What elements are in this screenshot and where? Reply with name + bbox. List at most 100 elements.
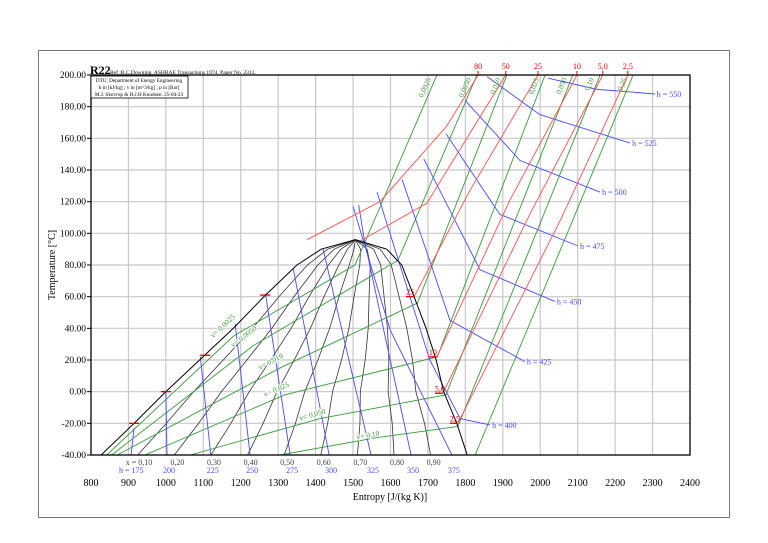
y-tick-label: 20.00: [65, 356, 87, 366]
quality-label: 0,30: [207, 458, 221, 467]
isobar-top-label: 10: [573, 62, 581, 71]
quality-line: [137, 239, 356, 455]
y-tick-label: -20.00: [61, 419, 86, 429]
isenthalp-line: [464, 100, 601, 193]
isenthalp-line: [358, 204, 412, 455]
x-tick-label: 1100: [193, 478, 213, 489]
isochore-dome-label: v= 0,025: [262, 380, 290, 399]
isobar-sat-label: 5,0: [435, 384, 445, 393]
isenthalp-line: [423, 158, 556, 302]
quality-line: [355, 239, 432, 455]
x-tick-label: 1200: [231, 478, 251, 489]
quality-label: 0,40: [244, 458, 258, 467]
quality-label: 0,50: [280, 458, 294, 467]
isochore-dome-label: v= 0,010: [257, 351, 285, 372]
isobar-sat-label: 25: [406, 288, 414, 297]
isenthalp-line: [548, 77, 655, 95]
y-axis-label: Temperature [°C]: [47, 230, 58, 300]
y-tick-label: 180.00: [60, 103, 86, 113]
y-tick-label: -40.00: [61, 451, 86, 461]
x-tick-label: 800: [84, 478, 99, 489]
quality-label: 0,20: [170, 458, 184, 467]
quality-label: 0,70: [353, 458, 367, 467]
isobar-top-label: 5,0: [598, 62, 608, 71]
isenthalp-label: h = 475: [580, 242, 605, 251]
isenthalp-label: h = 450: [557, 297, 582, 306]
isochore-top-label: 0,050: [554, 76, 569, 95]
isobar-sat-label: 2,5: [450, 414, 460, 423]
isochore-line: [111, 75, 478, 455]
isochore-line: [106, 75, 438, 455]
isochore-line: [116, 75, 508, 455]
isenthalp-line: [352, 206, 453, 455]
y-tick-label: 40.00: [65, 324, 87, 334]
plot-lines: [100, 75, 655, 455]
isenthalp-label: h = 400: [492, 421, 517, 430]
isenthalp-line: [486, 76, 631, 144]
isochore-top-label: 0,0025: [416, 76, 433, 99]
quality-line: [247, 239, 356, 455]
x-tick-label: 2100: [568, 478, 588, 489]
isenthalp-line: [130, 428, 135, 455]
y-tick-label: 0.00: [69, 388, 86, 398]
info-box-line: M.J. Skovrup & H.J.H Knudsen. 25-04-23: [95, 92, 184, 98]
quality-line: [320, 239, 361, 455]
quality-label: 0,60: [317, 458, 331, 467]
isenthalp-bottom-label: 325: [367, 466, 379, 475]
isobar-top-label: 2,5: [623, 62, 633, 71]
isenthalp-line: [165, 391, 168, 455]
x-tick-label: 1400: [306, 478, 326, 489]
quality-line: [355, 239, 371, 455]
isochore-line: [190, 75, 574, 455]
x-tick-label: 2400: [680, 478, 700, 489]
x-tick-label: 1800: [455, 478, 475, 489]
x-tick-label: 1500: [343, 478, 363, 489]
quality-label: x = 0,10: [126, 458, 153, 467]
isenthalp-line: [234, 323, 251, 455]
isobar-line: [413, 75, 539, 297]
saturation-dome: [100, 239, 468, 455]
isobar-line: [457, 75, 629, 424]
isenthalp-label: h = 425: [527, 358, 552, 367]
isenthalp-line: [401, 179, 526, 362]
isenthalp-bottom-label: 350: [407, 466, 419, 475]
x-tick-label: 1000: [156, 478, 176, 489]
reference-text: Ref :R.C.Downing. ASHRAE Transactions 19…: [110, 69, 257, 76]
isenthalp-label: h = 550: [657, 90, 682, 99]
x-tick-label: 900: [121, 478, 136, 489]
page-frame: [38, 50, 730, 518]
isobar-top-label: 25: [534, 62, 542, 71]
x-tick-label: 2300: [643, 478, 663, 489]
isenthalp-bottom-label: 200: [163, 466, 175, 475]
quality-label: 0,90: [427, 458, 441, 467]
isochore-top-label: 0,025: [527, 76, 542, 95]
x-tick-label: 2200: [605, 478, 625, 489]
quality-line: [355, 239, 395, 455]
x-axis-label: Entropy [J/(kg K)]: [353, 492, 427, 503]
chart-title: R22: [90, 63, 111, 77]
y-tick-label: 80.00: [65, 261, 87, 271]
isobar-sat-label: 10: [429, 348, 437, 357]
isobar-top-label: 50: [502, 62, 510, 71]
isenthalp-line: [265, 293, 291, 455]
isochore-line: [279, 75, 601, 455]
x-tick-label: 2000: [530, 478, 550, 489]
isochore-dome-label: v= 0,0025: [208, 312, 237, 340]
isenthalp-bottom-label: 250: [246, 466, 258, 475]
quality-line: [210, 239, 356, 455]
x-tick-label: 1700: [418, 478, 438, 489]
isenthalp-line: [292, 268, 330, 455]
isenthalp-line: [199, 356, 212, 455]
isobar-line: [442, 75, 604, 394]
isobar-line: [436, 75, 578, 358]
isenthalp-line: [322, 249, 372, 455]
isenthalp-label: h = 525: [632, 139, 657, 148]
isenthalp-label: h = 500: [602, 188, 627, 197]
isenthalp-bottom-label: 275: [286, 466, 298, 475]
info-box-line: h in [kJ/kg] ; v in [m^3/kg] ; p in [Bar…: [99, 85, 180, 91]
isochore-line: [144, 75, 546, 455]
isobar-line: [306, 75, 479, 241]
y-tick-label: 120.00: [60, 198, 86, 208]
isenthalp-bottom-label: h = 175: [119, 466, 144, 475]
